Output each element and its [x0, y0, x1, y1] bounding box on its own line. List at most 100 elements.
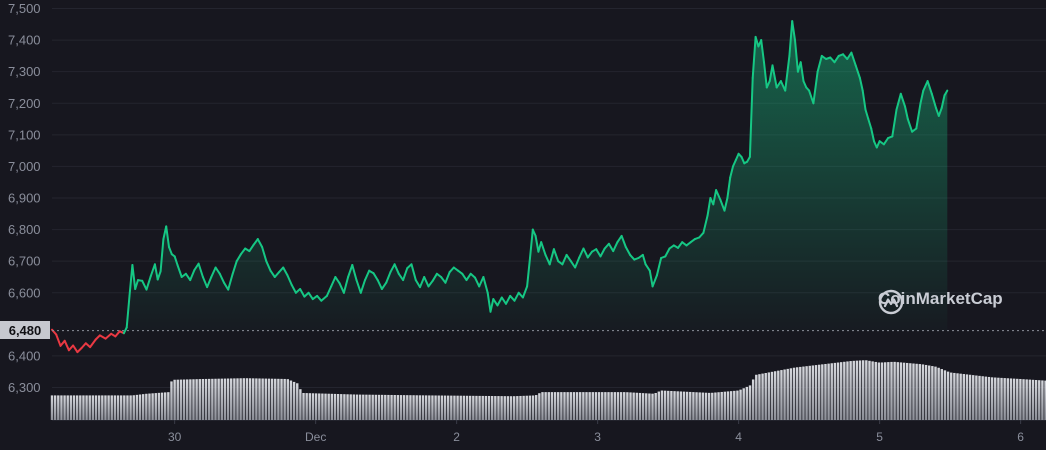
volume-bar — [88, 395, 91, 420]
volume-bar — [101, 395, 104, 420]
volume-bar — [770, 371, 774, 420]
price-segment — [210, 266, 217, 278]
price-segment — [248, 243, 255, 253]
volume-bar — [468, 395, 472, 420]
volume-bar — [151, 393, 154, 420]
volume-bar — [192, 379, 195, 420]
volume-bar — [912, 363, 915, 420]
price-segment — [235, 253, 242, 263]
volume-bar — [258, 378, 261, 420]
volume-bar — [946, 371, 950, 420]
volume-bar — [346, 394, 349, 420]
volume-bar — [252, 378, 255, 420]
volume-bar — [512, 396, 516, 420]
volume-bar — [525, 395, 528, 420]
volume-bar — [402, 395, 406, 420]
price-segment — [149, 263, 156, 278]
volume-bar — [321, 393, 324, 420]
volume-bar — [132, 395, 135, 420]
volume-bar — [865, 360, 868, 420]
volume-bar — [651, 393, 654, 420]
price-segment — [227, 273, 234, 291]
volume-bar — [560, 392, 563, 420]
volume-bar — [799, 366, 802, 420]
volume-bar — [751, 379, 755, 420]
price-segment — [320, 294, 328, 302]
price-segment — [269, 269, 276, 278]
price-segment — [338, 282, 345, 294]
volume-bar — [849, 361, 852, 420]
price-segment — [355, 279, 362, 294]
price-segment — [531, 228, 537, 237]
volume-bar — [764, 372, 767, 420]
volume-bar — [692, 392, 695, 420]
volume-bar — [616, 392, 620, 420]
y-tick-label: 6,700 — [8, 254, 41, 269]
price-segment — [474, 276, 481, 288]
x-tick-label: 3 — [594, 430, 601, 444]
volume-bar — [264, 378, 268, 420]
price-segment — [548, 248, 555, 266]
volume-bar — [362, 394, 365, 420]
x-tick-label: 30 — [168, 430, 182, 444]
price-segment — [496, 296, 503, 307]
volume-bar — [1003, 378, 1006, 420]
price-segment — [153, 263, 159, 281]
volume-bar — [494, 396, 497, 420]
volume-bar — [141, 394, 145, 420]
price-segment — [794, 39, 799, 73]
volume-bar — [795, 367, 799, 420]
volume-bar — [726, 391, 730, 420]
volume-bar — [283, 378, 286, 420]
volume-bar — [179, 379, 183, 420]
volume-bar — [984, 376, 988, 420]
price-segment — [875, 140, 881, 149]
volume-bar — [824, 363, 827, 420]
volume-bar — [972, 375, 975, 420]
price-segment — [629, 253, 636, 261]
volume-bar — [689, 391, 692, 420]
volume-bar — [236, 378, 239, 420]
price-segment — [478, 276, 485, 288]
price-segment — [586, 250, 593, 259]
price-segment — [616, 234, 623, 244]
price-segment — [342, 276, 350, 294]
volume-bar — [434, 395, 437, 420]
volume-bar — [1025, 379, 1028, 420]
price-segment — [98, 334, 107, 340]
price-area-fill — [52, 21, 948, 331]
price-segment — [330, 276, 337, 288]
price-segment — [206, 276, 213, 289]
price-segment — [899, 92, 906, 108]
volume-bar — [324, 393, 327, 420]
price-segment — [261, 246, 268, 263]
volume-bar — [978, 375, 981, 420]
reference-price-badge: 6,480 — [0, 321, 50, 339]
volume-bar — [440, 395, 444, 420]
volume-bar — [189, 379, 192, 420]
y-axis: 7,500 7,400 7,300 7,200 7,100 7,000 6,900 6,800… — [8, 1, 41, 395]
price-segment — [644, 263, 651, 272]
volume-bar — [736, 390, 739, 420]
price-segment — [201, 276, 209, 289]
price-segment — [482, 276, 489, 294]
price-segment — [607, 242, 615, 253]
price-segment — [427, 279, 434, 288]
price-segment — [732, 159, 737, 168]
volume-bar — [667, 390, 670, 420]
volume-bar — [717, 392, 720, 420]
volume-bar — [604, 392, 607, 420]
price-segment — [599, 247, 606, 258]
volume-bar — [928, 365, 931, 420]
price-segment — [376, 279, 383, 290]
volume-bar — [116, 395, 120, 420]
volume-bar — [242, 378, 245, 420]
volume-bar — [883, 362, 887, 420]
volume-bar — [208, 378, 211, 420]
volume-bar — [613, 392, 617, 420]
volume-bar — [437, 395, 440, 420]
volume-bar — [371, 394, 374, 420]
volume-bar — [817, 364, 821, 420]
y-tick-label: 7,400 — [8, 33, 41, 48]
